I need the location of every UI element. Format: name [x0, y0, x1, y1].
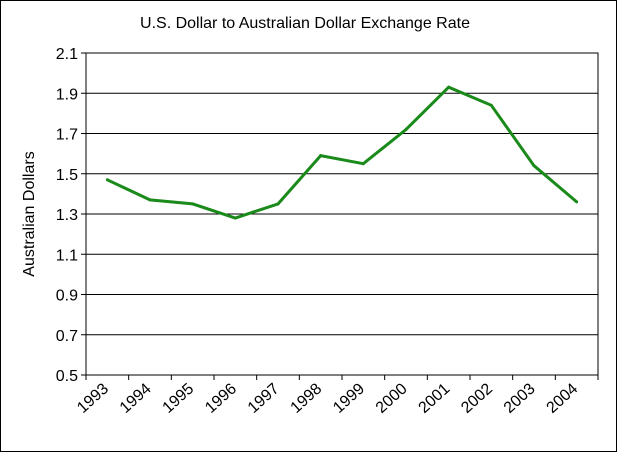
data-point — [361, 162, 365, 166]
x-tick-label: 2001 — [416, 380, 454, 417]
x-axis: 1993 1994 1995 1996 1997 1998 1999 2000 2001 2002… — [74, 375, 599, 417]
data-point — [532, 164, 536, 168]
chart-title: U.S. Dollar to Australian Dollar Exchang… — [140, 15, 470, 32]
y-axis: 0.5 0.7 0.9 1.1 1.3 1.5 1.7 1.9 2.1 — [56, 46, 86, 385]
y-tick-label: 1.5 — [56, 167, 78, 184]
x-tick-label: 1995 — [160, 380, 198, 417]
x-tick-label: 1993 — [74, 380, 112, 417]
data-point — [404, 127, 408, 131]
x-tick-label: 1994 — [117, 380, 155, 417]
y-tick-label: 1.7 — [56, 127, 78, 144]
data-point — [233, 216, 237, 220]
y-tick-label: 1.1 — [56, 247, 78, 264]
x-tick-label: 1997 — [245, 380, 283, 417]
data-point — [191, 202, 195, 206]
y-tick-label: 0.9 — [56, 288, 78, 305]
x-tick-label: 2000 — [373, 380, 411, 417]
data-point — [489, 103, 493, 107]
x-tick-label: 2003 — [501, 380, 539, 417]
data-point — [148, 198, 152, 202]
series-layer — [105, 85, 579, 220]
x-tick-label: 2004 — [544, 380, 582, 417]
y-tick-label: 1.3 — [56, 207, 78, 224]
series-line — [106, 85, 578, 220]
y-tick-label: 2.1 — [56, 46, 78, 63]
y-axis-title: Australian Dollars — [21, 151, 38, 276]
data-point — [319, 154, 323, 158]
y-tick-label: 1.9 — [56, 86, 78, 103]
x-tick-label: 2002 — [458, 380, 496, 417]
gridlines — [86, 92, 598, 336]
x-tick-label: 1998 — [288, 380, 326, 417]
data-point — [447, 85, 451, 89]
x-tick-label: 1996 — [202, 380, 240, 417]
data-point — [105, 178, 109, 182]
y-tick-label: 0.5 — [56, 368, 78, 385]
x-tick-label: 1999 — [330, 380, 368, 417]
data-point — [276, 202, 280, 206]
data-point — [575, 200, 579, 204]
y-tick-label: 0.7 — [56, 328, 78, 345]
